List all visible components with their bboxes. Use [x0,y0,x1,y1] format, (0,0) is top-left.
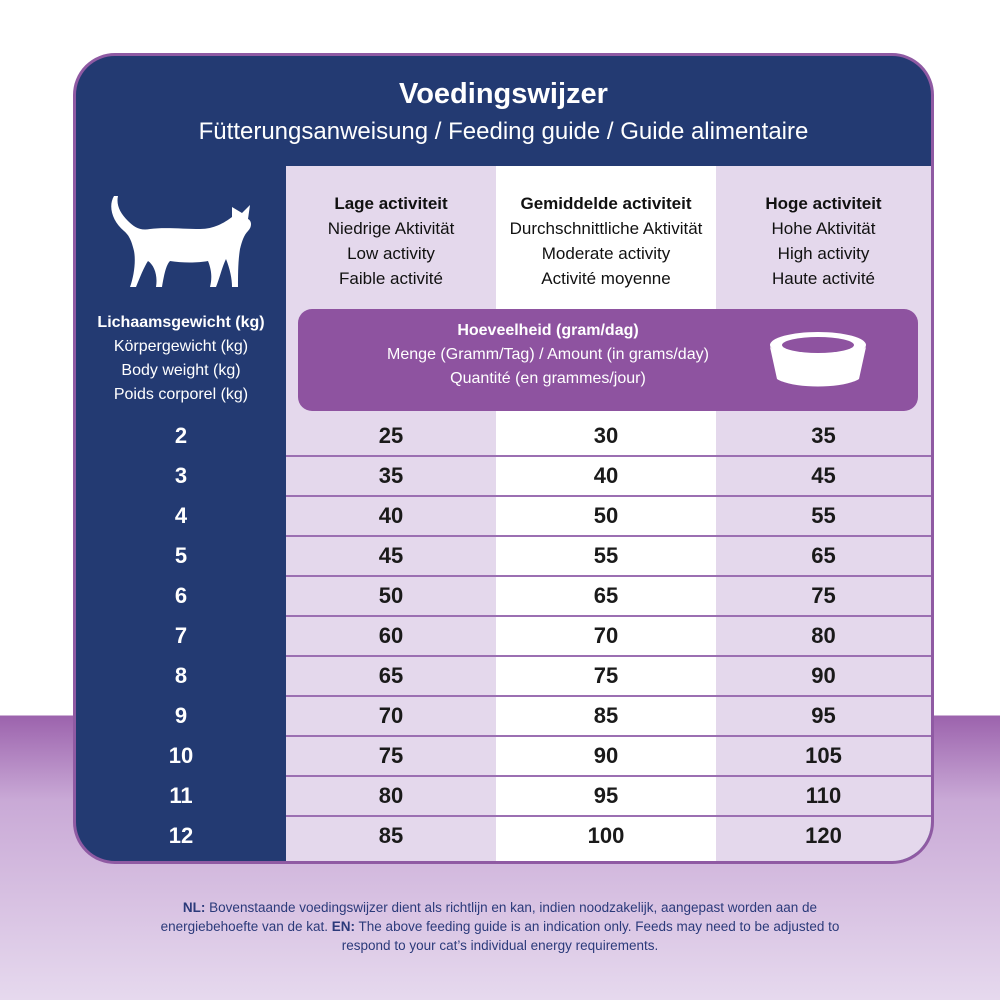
row-separator [286,695,931,697]
weight-cell: 7 [174,623,188,648]
column-header: Hoge activiteit Hohe Aktivität High activi… [716,191,931,291]
amount-cell: 40 [593,463,619,488]
weight-cell: 8 [174,663,188,688]
footnote-text: Bovenstaande voedingswijzer dient als ri… [160,900,818,934]
weight-cell: 6 [174,583,188,608]
amount-cell: 80 [811,623,836,648]
feeding-card: Voedingswijzer Fütterungsanweisung / Fee… [73,53,934,864]
weight-cell: 10 [168,743,194,768]
column-header-line: Niedrige Aktivität [327,219,455,238]
weight-cell: 3 [174,463,188,488]
amount-banner: Hoeveelheid (gram/dag) Menge (Gramm/Tag)… [298,309,918,411]
cat-icon [111,196,252,287]
amount-cell: 100 [587,823,625,848]
amount-cell: 55 [811,503,836,528]
row-separator [286,775,931,777]
amount-cell: 60 [378,623,404,648]
amount-cell: 35 [811,423,836,448]
amount-cell: 75 [811,583,836,608]
bowl-icon [770,332,866,387]
footnote-text: The above feeding guide is an indication… [341,919,840,953]
weight-header: Lichaamsgewicht (kg) Körpergewicht (kg) … [76,311,286,407]
row-separator [286,655,931,657]
amount-cell: 50 [593,503,619,528]
amount-cell: 70 [378,703,404,728]
column-header-line: Gemiddelde activiteit [520,194,692,213]
weight-header-line: Lichaamsgewicht (kg) [97,314,265,331]
title: Voedingswijzer [399,78,608,110]
column-header-line: Durchschnittliche Aktivität [509,219,703,238]
column-header-line: Hoge activiteit [765,194,882,213]
amount-cell: 65 [811,543,836,568]
amount-cell: 90 [593,743,619,768]
amount-cell: 25 [378,423,404,448]
amount-line: Hoeveelheid (gram/dag) [457,322,639,339]
amount-cell: 95 [593,783,619,808]
amount-line: Quantité (en grammes/jour) [450,370,646,387]
amount-cell: 90 [811,663,836,688]
amount-cell: 55 [593,543,619,568]
weight-cell: 4 [174,503,188,528]
weight-cell: 11 [169,783,193,808]
column-header-line: Activité moyenne [541,269,671,288]
weight-cell: 12 [168,823,194,848]
amount-cell: 95 [811,703,836,728]
amount-cell: 50 [378,583,404,608]
amount-cell: 105 [805,743,842,768]
amount-line: Menge (Gramm/Tag) / Amount (in grams/day… [387,346,709,363]
row-separator [286,815,931,817]
amount-cell: 75 [593,663,619,688]
amount-cell: 85 [593,703,619,728]
row-separator [286,495,931,497]
row-separator [286,535,931,537]
column-header-line: Haute activité [772,269,875,288]
amount-cell: 45 [811,463,836,488]
column-header-line: High activity [777,244,870,263]
amount-cell: 65 [378,663,404,688]
weight-cell: 5 [174,543,188,568]
row-separator [286,735,931,737]
row-separator [286,575,931,577]
amount-cell: 45 [378,543,404,568]
column-header-line: Faible activité [339,269,443,288]
column-header-line: Lage activiteit [334,194,448,213]
amount-cell: 35 [378,463,404,488]
column-header-line: Moderate activity [541,244,671,263]
footnote-label: EN: [331,919,356,934]
weight-cell: 9 [174,703,188,728]
footnote-label: NL: [182,900,206,915]
footnote: NL: Bovenstaande voedingswijzer dient al… [140,898,860,955]
amount-cell: 40 [378,503,404,528]
column-bg [286,166,496,861]
amount-header: Hoeveelheid (gram/dag) Menge (Gramm/Tag)… [298,319,798,391]
amount-cell: 65 [593,583,619,608]
column-bg [716,166,931,861]
column-header-line: Low activity [347,244,435,263]
weight-header-line: Poids corporel (kg) [113,386,249,403]
column-header-line: Hohe Aktivität [771,219,876,238]
column-bg [496,166,716,861]
amount-cell: 85 [378,823,404,848]
subtitle: Fütterungsanweisung / Feeding guide / Gu… [198,118,809,145]
column-header: Lage activiteit Niedrige Aktivität Low act… [286,191,496,291]
amount-cell: 75 [378,743,404,768]
weight-cell: 2 [174,423,188,448]
column-header: Gemiddelde activiteit Durchschnittliche A… [496,191,716,291]
weight-header-line: Körpergewicht (kg) [113,338,249,355]
weight-header-line: Body weight (kg) [121,362,241,379]
row-separator [286,615,931,617]
amount-cell: 120 [805,823,842,848]
amount-cell: 80 [378,783,404,808]
row-separator [286,455,931,457]
amount-cell: 30 [593,423,619,448]
amount-cell: 110 [805,783,842,808]
amount-cell: 70 [593,623,619,648]
